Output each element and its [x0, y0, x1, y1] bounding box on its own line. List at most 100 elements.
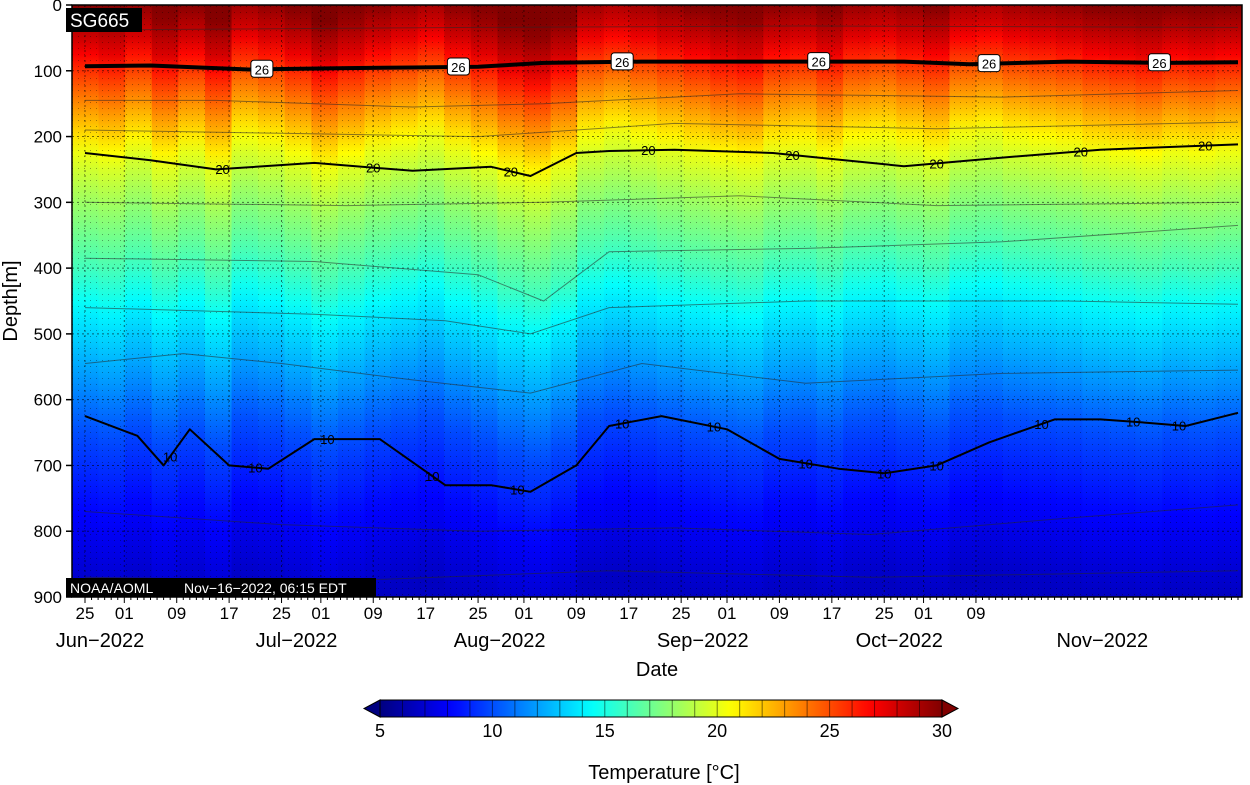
x-month-label: Jun−2022 [56, 630, 144, 652]
contour-label: 10 [877, 466, 891, 481]
footer-badge [66, 578, 376, 597]
contour-label: 10 [1034, 417, 1048, 432]
x-tick-label: 01 [311, 604, 330, 623]
y-axis-title: Depth[m] [0, 260, 22, 341]
colorbar-min-arrow [362, 699, 381, 718]
x-tick-label: 01 [115, 604, 134, 623]
isotherm-22 [84, 121, 1239, 138]
x-tick-label: 25 [875, 604, 894, 623]
footer-timestamp: Nov−16−2022, 06:15 EDT [184, 580, 347, 596]
contour-label: 10 [929, 458, 943, 473]
contour-label: 26 [811, 55, 825, 70]
isotherm-8 [84, 504, 1239, 536]
colorbar-title: Temperature [°C] [588, 762, 739, 784]
x-tick-label: 17 [416, 604, 435, 623]
contour-label: 20 [929, 156, 943, 171]
colorbar: 5 10 15 20 25 30 [362, 699, 960, 741]
contour-label-box [250, 59, 274, 78]
x-axis: 25 01 09 17 25 01 09 17 25 01 09 17 25 01 09 17 25 01 09 Ju… [56, 597, 1239, 652]
colorbar-tick-label: 20 [707, 721, 727, 741]
plot-frame [71, 4, 1243, 598]
contour-label: 10 [425, 469, 439, 484]
colorbar-tick-label: 30 [932, 721, 952, 741]
isotherm-12 [84, 353, 1239, 394]
isotherm-16 [84, 224, 1239, 302]
contour-label-box [446, 57, 470, 76]
isotherm-26 [84, 59, 1239, 72]
contour-label: 10 [707, 420, 721, 435]
contour-label: 20 [1198, 139, 1212, 154]
colorbar-ramp [379, 699, 943, 718]
x-tick-label: 25 [76, 604, 95, 623]
contour-label-box [807, 52, 831, 71]
x-tick-label: 01 [718, 604, 737, 623]
colorbar-tick-label: 25 [820, 721, 840, 741]
contour-label: 20 [785, 148, 799, 163]
contour-label: 20 [641, 143, 655, 158]
x-tick-label: 01 [514, 604, 533, 623]
contour-label-box [610, 52, 634, 71]
contour-label: 26 [1152, 56, 1166, 71]
y-tick-label: 800 [34, 522, 62, 541]
footer-source: NOAA/AOML [70, 580, 153, 596]
x-month-label: Aug−2022 [454, 630, 546, 652]
x-tick-label: 17 [822, 604, 841, 623]
contour-label: 10 [320, 432, 334, 447]
contour-label: 20 [504, 164, 518, 179]
y-tick-label: 100 [34, 62, 62, 81]
contour-label: 10 [1126, 415, 1140, 430]
contour-label: 26 [982, 57, 996, 72]
y-tick-label: 900 [34, 588, 62, 607]
contour-label: 10 [510, 483, 524, 498]
isotherm-18 [84, 195, 1239, 207]
x-tick-label: 25 [272, 604, 291, 623]
contour-label: 26 [615, 55, 629, 70]
y-tick-label: 400 [34, 259, 62, 278]
glider-id-badge [66, 8, 142, 32]
isotherm-28 [84, 25, 1239, 31]
colorbar-max-arrow [941, 699, 960, 718]
y-tick-label: 700 [34, 456, 62, 475]
x-month-label: Jul−2022 [256, 630, 338, 652]
contour-label-box [977, 54, 1001, 73]
contour-label: 10 [1172, 418, 1186, 433]
contour-labels: 26 26 26 26 26 26 20 20 20 20 20 20 20 20 10 10 10 10 10 10… [163, 52, 1212, 498]
isotherm-10 [84, 411, 1239, 493]
x-tick-label: 09 [364, 604, 383, 623]
y-axis: 0 100 200 300 400 500 600 700 800 900 [34, 0, 72, 607]
x-tick-label: 09 [567, 604, 586, 623]
isotherm-contours [84, 25, 1239, 582]
y-tick-label: 0 [53, 0, 62, 15]
x-tick-label: 09 [966, 604, 985, 623]
x-tick-label: 01 [914, 604, 933, 623]
contour-label: 10 [163, 449, 177, 464]
isotherm-14 [84, 300, 1239, 335]
x-tick-label: 25 [672, 604, 691, 623]
y-tick-label: 600 [34, 391, 62, 410]
contour-label: 10 [248, 461, 262, 476]
contour-label: 10 [798, 456, 812, 471]
y-tick-label: 200 [34, 128, 62, 147]
x-month-label: Nov−2022 [1056, 630, 1148, 652]
x-tick-label: 17 [619, 604, 638, 623]
x-tick-label: 17 [220, 604, 239, 623]
colorbar-tick-label: 10 [482, 721, 502, 741]
y-tick-label: 500 [34, 325, 62, 344]
colorbar-tick-label: 15 [595, 721, 615, 741]
colorbar-tick-label: 5 [375, 721, 385, 741]
contour-label: 20 [1074, 144, 1088, 159]
contour-label: 26 [255, 62, 269, 77]
isotherm-24 [85, 90, 1239, 108]
x-tick-label: 25 [469, 604, 488, 623]
x-tick-label: 09 [770, 604, 789, 623]
x-month-label: Sep−2022 [657, 630, 749, 652]
x-axis-title: Date [636, 659, 678, 681]
isotherm-20 [84, 143, 1239, 177]
glider-id: SG665 [70, 11, 129, 32]
y-tick-label: 300 [34, 193, 62, 212]
x-tick-label: 09 [167, 604, 186, 623]
contour-label: 20 [366, 161, 380, 176]
contour-label-box [1147, 53, 1171, 72]
contour-label: 20 [215, 162, 229, 177]
